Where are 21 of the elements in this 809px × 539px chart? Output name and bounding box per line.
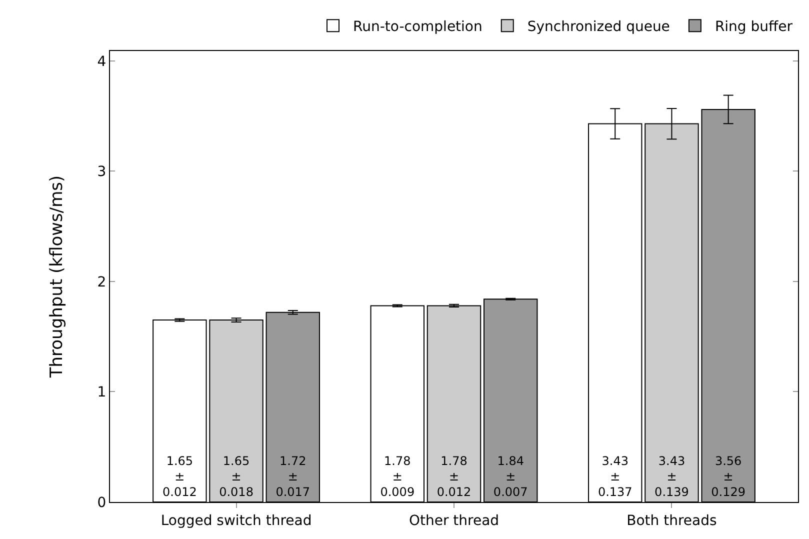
y-tick-label: 0 [97, 494, 106, 511]
x-tick-label: Both threads [626, 512, 717, 529]
legend-label: Run-to-completion [353, 19, 482, 36]
legend-label: Ring buffer [714, 19, 793, 36]
data-label: 1.84 ± 0.007 [493, 454, 528, 499]
data-label: 3.56 ± 0.129 [711, 454, 746, 499]
data-label: 3.43 ± 0.137 [598, 454, 632, 499]
data-label: 1.65 ± 0.012 [162, 454, 197, 499]
x-tick-label: Other thread [408, 512, 500, 529]
x-tick-label: Logged switch thread [160, 512, 312, 529]
y-tick-label: 3 [97, 164, 106, 180]
legend-label: Synchronized queue [527, 19, 670, 36]
y-tick-label: 4 [97, 54, 106, 70]
data-label: 1.78 ± 0.009 [380, 454, 415, 499]
data-label: 3.43 ± 0.139 [654, 454, 689, 499]
y-tick-label: 1 [97, 384, 106, 401]
data-label: 1.65 ± 0.018 [219, 454, 254, 499]
y-tick-label: 2 [97, 274, 106, 290]
data-label: 1.78 ± 0.012 [436, 454, 472, 499]
data-label: 1.72 ± 0.017 [276, 454, 310, 499]
y-axis-title: Throughput (kflows/ms) [46, 175, 67, 379]
